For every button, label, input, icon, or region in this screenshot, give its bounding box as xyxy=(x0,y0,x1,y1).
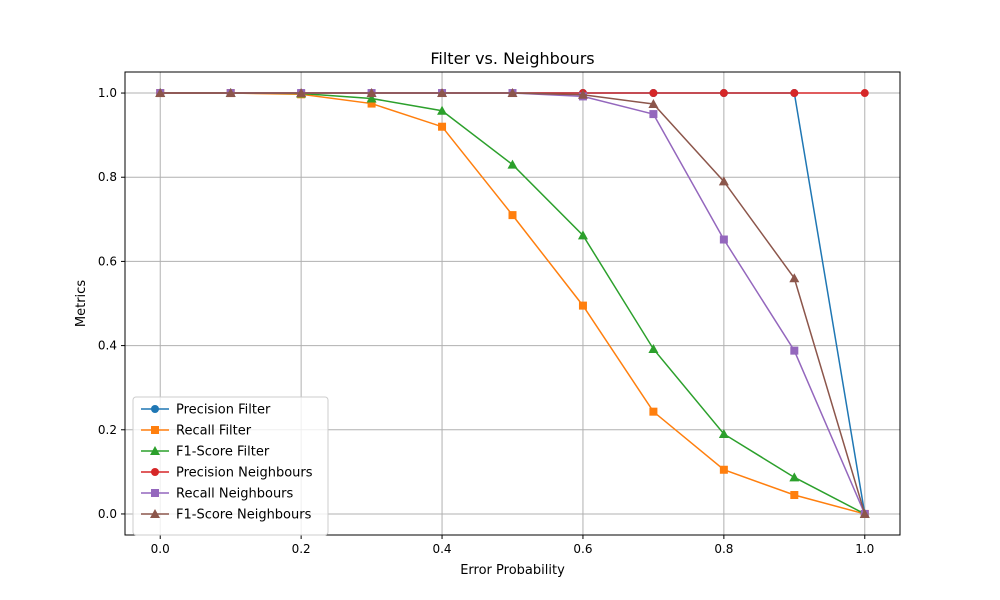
data-point-recall-filter xyxy=(578,301,587,310)
legend-label: Precision Neighbours xyxy=(176,466,313,481)
data-point-precision-neighbours xyxy=(860,89,869,98)
x-tick-label: 0.4 xyxy=(432,542,451,556)
data-point-f1-score-filter xyxy=(366,93,377,103)
x-tick-label: 0.6 xyxy=(573,542,592,556)
data-point-recall-filter xyxy=(508,211,517,220)
data-point-f1-score-filter xyxy=(437,105,448,115)
legend: Precision Filter Recall Filter F1-Score Fi… xyxy=(132,396,329,536)
legend-item-recall-filter: Recall Filter xyxy=(141,424,252,439)
data-point-f1-score-neighbours xyxy=(225,88,236,98)
data-point-precision-neighbours xyxy=(649,89,658,98)
legend-label: Recall Neighbours xyxy=(176,487,294,502)
legend-label: F1-Score Filter xyxy=(176,445,270,460)
x-tick-label: 0.8 xyxy=(714,542,733,556)
x-tick-label: 1.0 xyxy=(855,542,874,556)
data-point-recall-filter xyxy=(649,407,658,416)
legend-item-f1-score-neighbours: F1-Score Neighbours xyxy=(141,508,312,523)
x-tick-label: 0.2 xyxy=(292,542,311,556)
y-tick-label: 1.0 xyxy=(98,86,117,100)
legend-marker xyxy=(151,405,159,413)
series-f1-score-neighbours xyxy=(155,88,870,518)
data-point-f1-score-neighbours xyxy=(155,88,166,98)
data-point-f1-score-neighbours xyxy=(296,88,307,98)
data-point-f1-score-neighbours xyxy=(366,88,377,98)
data-point-f1-score-neighbours xyxy=(437,88,448,98)
data-point-recall-filter xyxy=(367,99,376,108)
y-tick-label: 0.2 xyxy=(98,423,117,437)
data-point-recall-neighbours xyxy=(649,110,658,119)
legend-item-f1-score-filter: F1-Score Filter xyxy=(141,445,270,460)
data-point-f1-score-neighbours xyxy=(507,88,518,98)
legend-label: F1-Score Neighbours xyxy=(176,508,312,523)
legend-marker xyxy=(150,509,160,518)
data-point-f1-score-filter xyxy=(648,343,659,353)
data-point-f1-score-neighbours xyxy=(577,89,588,99)
y-axis-label: Metrics xyxy=(74,280,89,327)
data-point-precision-neighbours xyxy=(790,89,799,98)
plot-frame xyxy=(124,71,901,536)
data-point-f1-score-neighbours xyxy=(718,176,729,186)
legend-item-precision-neighbours: Precision Neighbours xyxy=(141,466,313,481)
data-point-f1-score-neighbours xyxy=(789,273,800,283)
axis-ticks: 0.0 0.2 0.4 0.6 0.8 1.0 0.0 0.2 0.4 0.6 0.8 1.0 xyxy=(98,86,874,556)
data-point-recall-filter xyxy=(790,491,799,500)
data-point-recall-filter xyxy=(438,122,447,131)
legend-marker xyxy=(151,489,159,497)
y-tick-label: 0.0 xyxy=(98,507,117,521)
legend-box xyxy=(132,396,329,536)
legend-marker xyxy=(150,446,160,455)
y-tick-label: 0.4 xyxy=(98,339,117,353)
x-tick-label: 0.0 xyxy=(151,542,170,556)
y-tick-label: 0.8 xyxy=(98,170,117,184)
legend-item-precision-filter: Precision Filter xyxy=(141,403,271,418)
series-lines xyxy=(155,88,870,518)
chart-title: Filter vs. Neighbours xyxy=(430,49,594,68)
data-point-f1-score-filter xyxy=(718,428,729,438)
data-point-f1-score-neighbours xyxy=(859,508,870,518)
legend-marker xyxy=(151,426,159,434)
legend-marker xyxy=(151,468,159,476)
data-point-f1-score-filter xyxy=(577,230,588,240)
data-point-recall-filter xyxy=(719,465,728,474)
x-axis-label: Error Probability xyxy=(460,563,565,578)
data-point-f1-score-filter xyxy=(507,159,518,169)
data-point-f1-score-neighbours xyxy=(648,98,659,108)
y-tick-label: 0.6 xyxy=(98,254,117,268)
legend-label: Recall Filter xyxy=(176,424,252,439)
data-point-f1-score-filter xyxy=(789,472,800,482)
data-point-precision-neighbours xyxy=(719,89,728,98)
data-point-recall-neighbours xyxy=(719,235,728,244)
data-point-recall-neighbours xyxy=(790,346,799,355)
legend-item-recall-neighbours: Recall Neighbours xyxy=(141,487,294,502)
legend-label: Precision Filter xyxy=(176,403,271,418)
